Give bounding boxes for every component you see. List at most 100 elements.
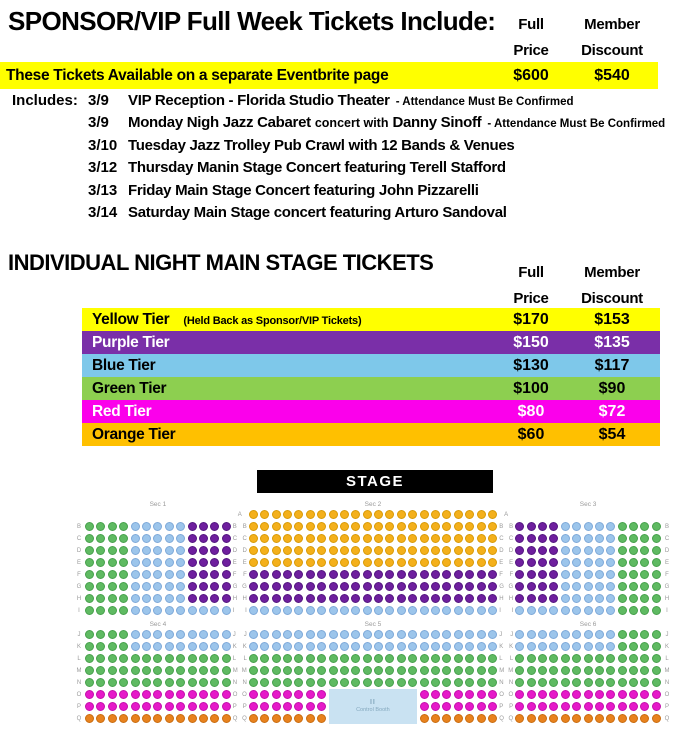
seat [465,558,475,567]
seat [583,558,593,567]
seat [629,522,639,531]
seat [549,666,559,675]
seat [640,702,650,711]
seat [396,558,406,567]
seat [282,714,292,723]
seat [248,666,258,675]
seat [210,570,220,579]
tier-member-price: $72 [598,403,626,420]
seat [442,558,452,567]
seat [85,678,94,687]
seat [282,606,292,615]
seat [130,546,140,555]
seat-section [248,714,497,723]
seat [572,594,582,603]
seat [198,666,208,675]
seat [408,534,418,543]
seat [305,654,315,663]
seat [164,690,174,699]
seat [583,570,593,579]
seat [640,690,650,699]
seat [328,534,338,543]
seat [515,534,525,543]
seat [198,654,208,663]
tier-member-price: $54 [598,426,626,443]
seat [526,690,536,699]
seat [453,594,463,603]
seat [560,702,570,711]
seat [606,558,616,567]
seat [362,654,372,663]
seat [431,714,441,723]
seat [221,546,231,555]
seat [328,522,338,531]
seat [431,534,441,543]
seat [442,582,452,591]
seat [248,582,258,591]
seat [141,606,151,615]
seat [141,690,151,699]
seat [164,582,174,591]
seat [221,582,231,591]
seat [606,690,616,699]
seat [282,678,292,687]
seat [362,570,372,579]
seat [572,546,582,555]
seat [594,546,604,555]
seat [260,534,270,543]
seat [119,642,129,651]
seat [153,582,163,591]
seat [465,534,475,543]
section-label: Sec 4 [149,620,167,628]
seat [640,606,650,615]
seat [294,510,304,519]
seat [96,546,106,555]
seat [96,558,106,567]
seat [351,546,361,555]
seat [515,654,525,663]
seat [537,714,547,723]
seat [339,594,349,603]
seat [594,714,604,723]
seat [374,642,384,651]
seat [374,606,384,615]
seat [187,522,197,531]
seat [221,558,231,567]
seat [282,510,292,519]
seat [107,654,117,663]
seat [572,534,582,543]
seat [130,702,140,711]
seat [549,630,559,639]
seat [408,666,418,675]
seat [560,570,570,579]
seat [476,558,486,567]
seat [488,534,497,543]
seat-section [515,594,661,603]
seat [176,546,186,555]
seat [442,642,452,651]
seat [176,558,186,567]
seat [187,582,197,591]
seat [362,666,372,675]
seat [488,654,497,663]
seat [617,594,627,603]
seat-section [515,630,661,639]
seat [617,678,627,687]
seat [153,690,163,699]
tier-full-price: $100 [513,380,549,397]
seat [164,642,174,651]
seat [153,546,163,555]
seat-section [515,702,661,711]
seat [328,558,338,567]
seat [362,534,372,543]
seat [96,654,106,663]
seat [351,510,361,519]
seat [317,654,327,663]
seat [271,582,281,591]
